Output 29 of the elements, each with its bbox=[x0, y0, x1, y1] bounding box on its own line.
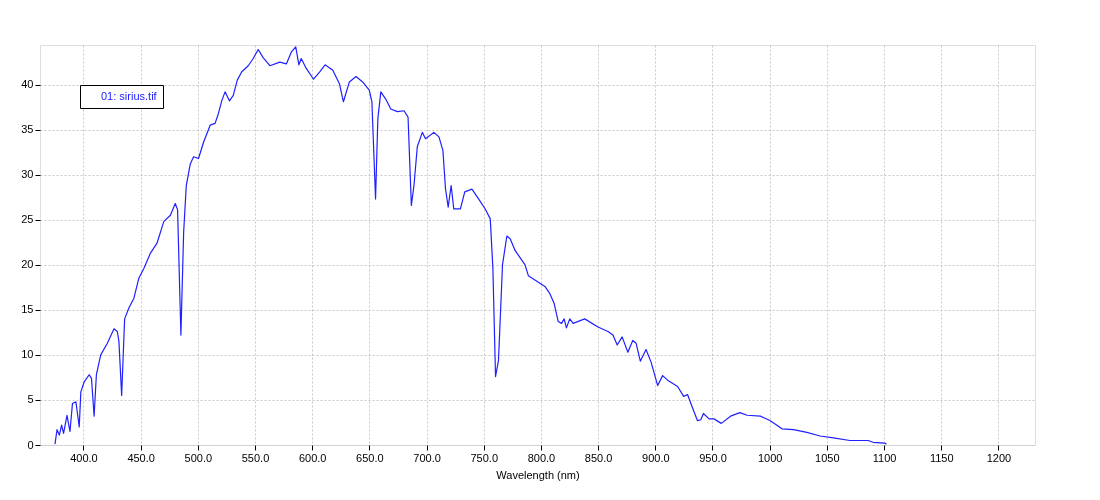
x-tick-label: 600.0 bbox=[298, 451, 327, 464]
x-tick-label: 400.0 bbox=[70, 451, 98, 464]
x-tick-label: 850.0 bbox=[584, 451, 613, 464]
y-tick-label: 5 bbox=[27, 393, 34, 406]
x-tick-label: 950.0 bbox=[699, 451, 727, 464]
x-tick-label: 550.0 bbox=[241, 451, 270, 464]
x-tick-label: 500.0 bbox=[184, 451, 213, 464]
x-tick-label: 650.0 bbox=[356, 451, 384, 464]
x-tick-label: 800.0 bbox=[527, 451, 556, 464]
line-series bbox=[54, 46, 888, 445]
x-tick-label: 1000 bbox=[757, 451, 783, 464]
x-tick-label: 700.0 bbox=[413, 451, 441, 464]
x-tick-label: 1100 bbox=[872, 451, 897, 464]
y-tick-label: 25 bbox=[21, 213, 34, 226]
x-axis-title: Wavelength (nm) bbox=[496, 468, 580, 481]
y-tick-label: 10 bbox=[21, 348, 34, 361]
y-tick-label: 20 bbox=[21, 258, 34, 271]
x-tick-label: 1150 bbox=[929, 451, 954, 464]
y-tick-label: 40 bbox=[21, 78, 34, 91]
y-tick-label: 15 bbox=[21, 303, 34, 316]
x-tick-label: 750.0 bbox=[470, 451, 499, 464]
x-tick-label: 450.0 bbox=[127, 451, 155, 464]
x-tick-label: 1050 bbox=[815, 451, 840, 464]
y-tick-label: 30 bbox=[21, 168, 34, 181]
text: 01: sirius.tif bbox=[101, 89, 158, 102]
x-tick-label: 900.0 bbox=[642, 451, 670, 464]
x-tick-label: 1200 bbox=[986, 451, 1012, 464]
y-tick-label: 0 bbox=[27, 438, 34, 451]
y-tick-label: 35 bbox=[21, 123, 34, 136]
